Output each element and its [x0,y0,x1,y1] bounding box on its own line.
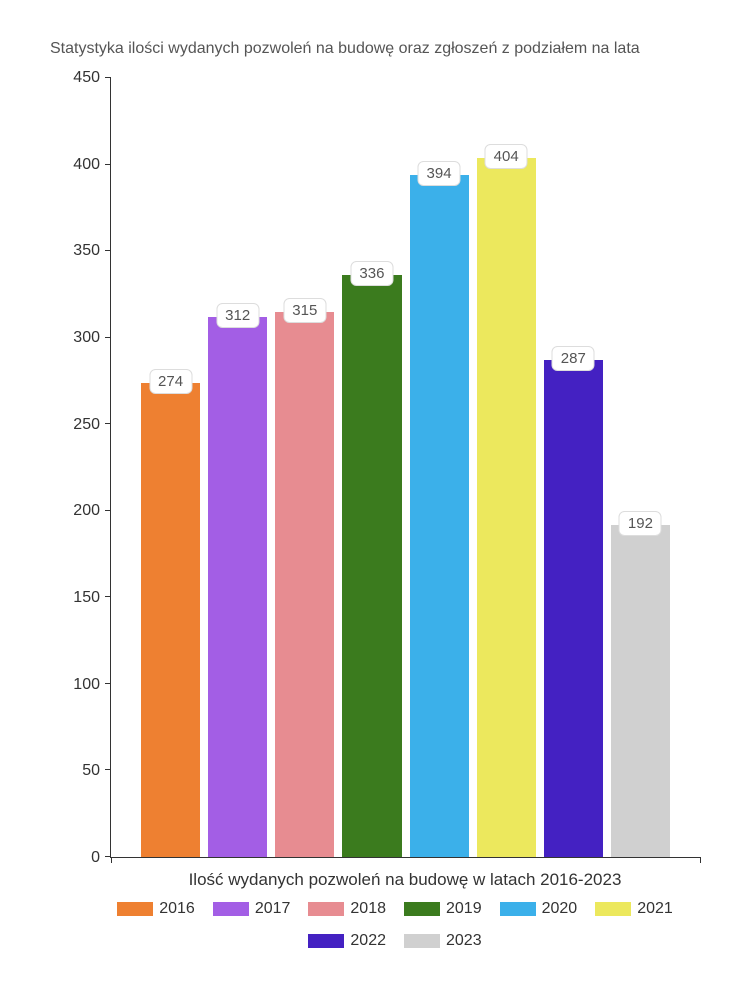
y-tick-mark [105,510,111,511]
bars-container: 274312315336394404287192 [111,78,700,857]
chart-area: 050100150200250300350400450 274312315336… [50,78,700,858]
legend-swatch [404,902,440,916]
bar-2020: 394 [410,175,469,857]
legend-swatch [117,902,153,916]
legend-item-2020: 2020 [500,900,578,918]
bar-2018: 315 [275,312,334,857]
y-tick-label: 450 [50,69,100,87]
y-tick-label: 50 [50,762,100,780]
y-tick-label: 0 [50,849,100,867]
bar-2021: 404 [477,158,536,857]
legend-label: 2019 [446,900,482,918]
legend-label: 2022 [350,932,386,950]
y-tick-mark [105,164,111,165]
legend-swatch [308,902,344,916]
x-tick-mark [700,857,701,863]
legend-swatch [404,934,440,948]
legend-swatch [308,934,344,948]
legend-label: 2016 [159,900,195,918]
legend-label: 2018 [350,900,386,918]
chart-title: Statystyka ilości wydanych pozwoleń na b… [50,40,700,58]
y-axis: 050100150200250300350400450 [50,78,110,858]
y-tick-label: 350 [50,242,100,260]
legend-item-2018: 2018 [308,900,386,918]
y-tick-label: 250 [50,416,100,434]
bar-value-label: 274 [149,369,192,394]
bar-2022: 287 [544,360,603,857]
y-tick-mark [105,337,111,338]
y-tick-mark [105,683,111,684]
bar-2017: 312 [208,317,267,857]
x-axis-label: Ilość wydanych pozwoleń na budowę w lata… [110,870,700,890]
legend-item-2022: 2022 [308,932,386,950]
bar-value-label: 315 [283,298,326,323]
y-tick-mark [105,596,111,597]
bar-value-label: 336 [350,261,393,286]
legend-label: 2017 [255,900,291,918]
legend-label: 2020 [542,900,578,918]
legend-swatch [595,902,631,916]
legend-item-2019: 2019 [404,900,482,918]
y-tick-mark [105,769,111,770]
bar-value-label: 312 [216,303,259,328]
y-tick-mark [105,77,111,78]
plot-area: 274312315336394404287192 [110,78,700,858]
y-tick-label: 400 [50,156,100,174]
legend-swatch [213,902,249,916]
y-tick-label: 100 [50,676,100,694]
bar-value-label: 287 [552,346,595,371]
legend: 2016 2017 2018 2019 2020 2021 2022 2023 [90,900,700,950]
legend-item-2021: 2021 [595,900,673,918]
legend-item-2016: 2016 [117,900,195,918]
y-tick-label: 200 [50,502,100,520]
bar-2023: 192 [611,525,670,857]
legend-label: 2023 [446,932,482,950]
legend-swatch [500,902,536,916]
y-tick-mark [105,250,111,251]
bar-value-label: 192 [619,511,662,536]
x-tick-mark [111,857,112,863]
bar-value-label: 404 [485,144,528,169]
legend-label: 2021 [637,900,673,918]
legend-item-2017: 2017 [213,900,291,918]
legend-item-2023: 2023 [404,932,482,950]
y-tick-label: 300 [50,329,100,347]
y-tick-label: 150 [50,589,100,607]
y-tick-mark [105,423,111,424]
bar-2016: 274 [141,383,200,857]
bar-2019: 336 [342,275,401,857]
bar-value-label: 394 [418,161,461,186]
